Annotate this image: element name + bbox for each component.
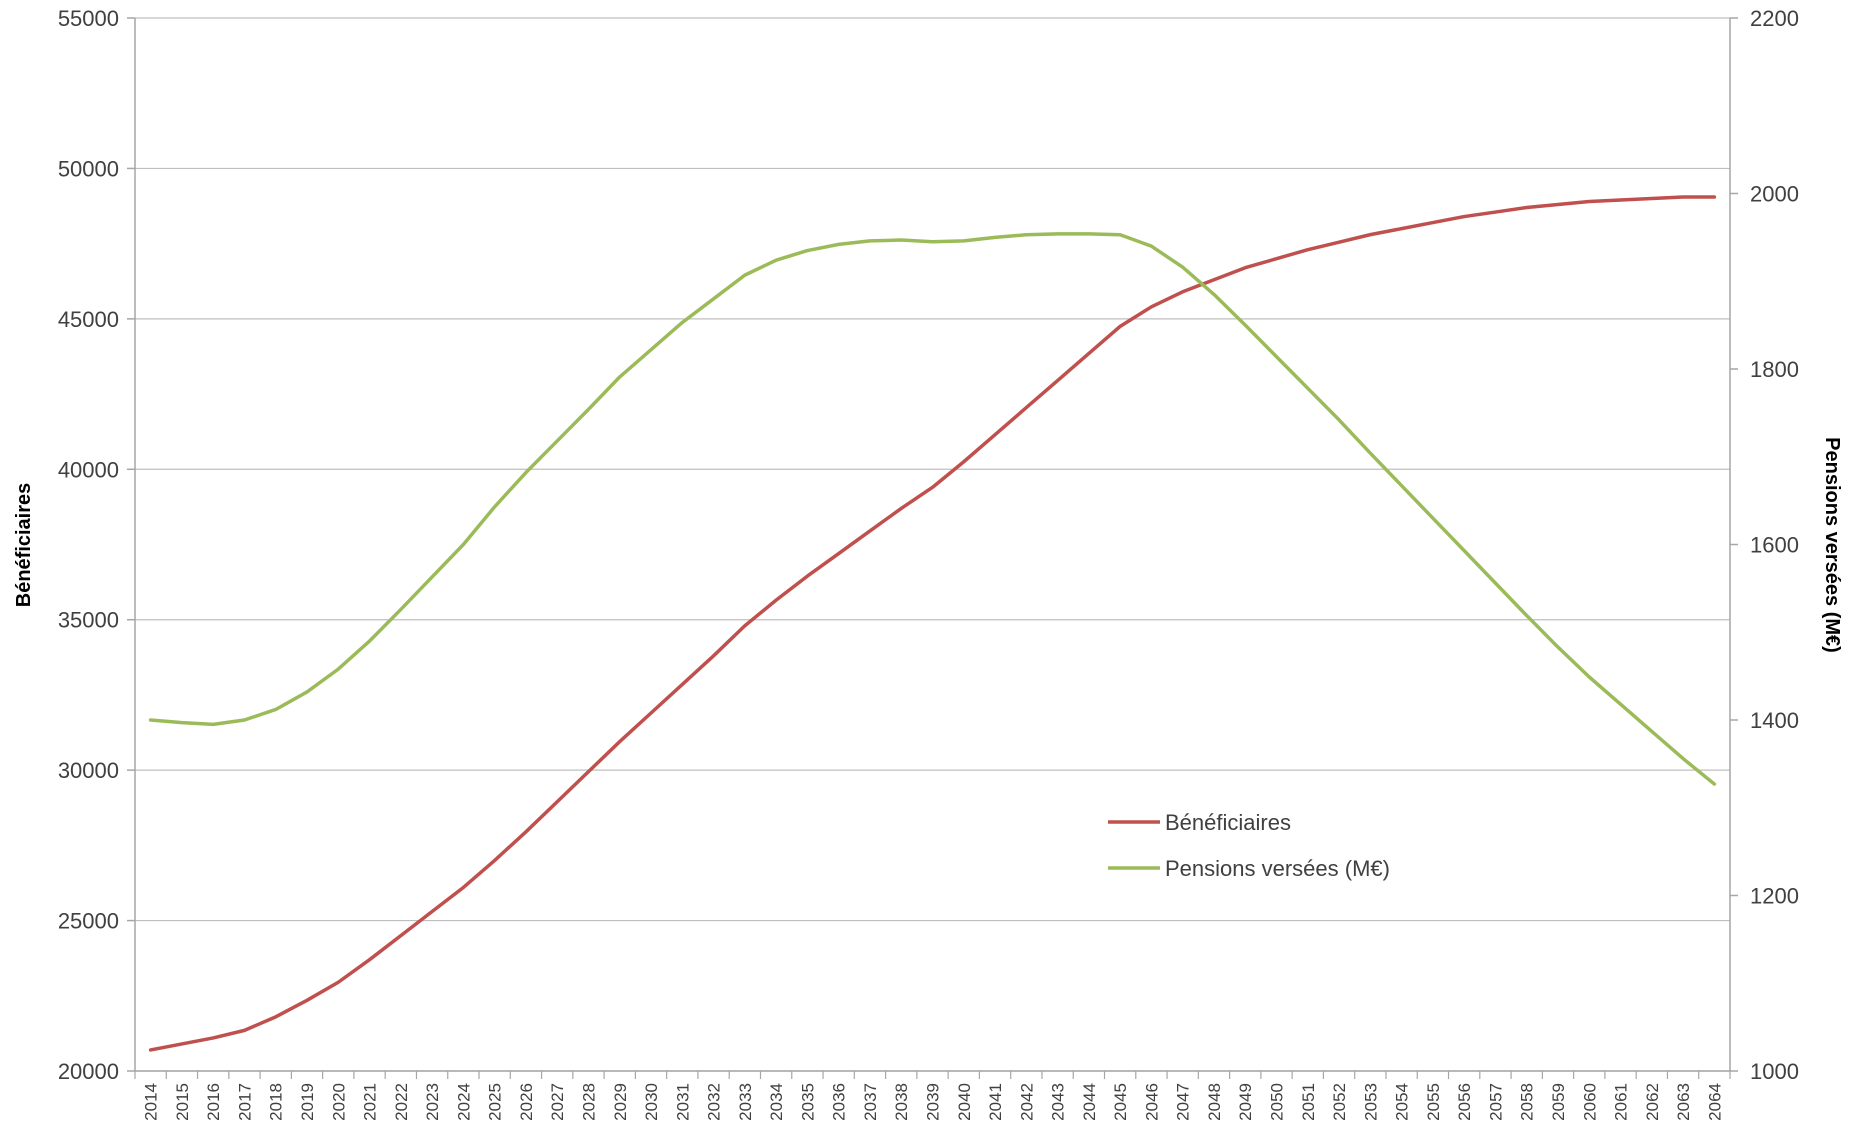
x-tick-label: 2053 [1361, 1083, 1380, 1121]
x-tick-label: 2039 [924, 1083, 943, 1121]
x-tick-label: 2052 [1330, 1083, 1349, 1121]
right-tick-label: 1200 [1750, 884, 1799, 909]
axes [134, 18, 1731, 1072]
right-tick-label: 2200 [1750, 6, 1799, 31]
x-axis-ticks: 2014 2015 2016 2017 2018 2019 2020 2021 2022 2023… [134, 1071, 1731, 1121]
right-axis-ticks: 1000 1200 1400 1600 1800 2000 2200 [1730, 6, 1799, 1084]
x-tick-label: 2017 [235, 1083, 254, 1121]
x-tick-label: 2056 [1455, 1083, 1474, 1121]
x-tick-label: 2045 [1111, 1083, 1130, 1121]
legend-label-beneficiaires: Bénéficiaires [1165, 810, 1291, 835]
right-tick-label: 2000 [1750, 182, 1799, 207]
x-tick-label: 2032 [705, 1083, 724, 1121]
x-tick-label: 2060 [1580, 1083, 1599, 1121]
x-tick-label: 2034 [767, 1083, 786, 1121]
x-tick-label: 2046 [1142, 1083, 1161, 1121]
left-tick-label: 30000 [58, 758, 119, 783]
x-tick-label: 2019 [298, 1083, 317, 1121]
x-tick-label: 2031 [673, 1083, 692, 1121]
x-tick-label: 2035 [798, 1083, 817, 1121]
series-line-pensions [148, 232, 1717, 786]
x-tick-label: 2054 [1393, 1083, 1412, 1121]
x-tick-label: 2047 [1174, 1083, 1193, 1121]
right-tick-label: 1600 [1750, 533, 1799, 558]
left-axis-ticks: 20000 25000 30000 35000 40000 45000 50000 55000 [58, 6, 135, 1084]
right-tick-label: 1400 [1750, 708, 1799, 733]
x-tick-label: 2040 [955, 1083, 974, 1121]
left-tick-label: 20000 [58, 1059, 119, 1084]
x-tick-label: 2030 [642, 1083, 661, 1121]
x-tick-label: 2048 [1205, 1083, 1224, 1121]
x-tick-label: 2050 [1268, 1083, 1287, 1121]
x-tick-label: 2055 [1424, 1083, 1443, 1121]
x-tick-label: 2022 [392, 1083, 411, 1121]
x-tick-label: 2061 [1612, 1083, 1631, 1121]
x-tick-label: 2041 [986, 1083, 1005, 1121]
x-tick-label: 2057 [1486, 1083, 1505, 1121]
x-tick-label: 2036 [830, 1083, 849, 1121]
x-tick-label: 2051 [1299, 1083, 1318, 1121]
x-tick-label: 2024 [454, 1083, 473, 1121]
x-tick-label: 2023 [423, 1083, 442, 1121]
x-tick-label: 2043 [1049, 1083, 1068, 1121]
x-tick-label: 2020 [329, 1083, 348, 1121]
left-tick-label: 40000 [58, 457, 119, 482]
right-tick-label: 1000 [1750, 1059, 1799, 1084]
x-tick-label: 2058 [1518, 1083, 1537, 1121]
x-tick-label: 2064 [1705, 1083, 1724, 1121]
series-line-beneficiaires [148, 195, 1717, 1052]
x-tick-label: 2033 [736, 1083, 755, 1121]
series-lines [148, 195, 1717, 1052]
right-axis-title: Pensions versées (M€) [1821, 437, 1843, 653]
x-tick-label: 2026 [517, 1083, 536, 1121]
x-tick-label: 2018 [267, 1083, 286, 1121]
legend: Bénéficiaires Pensions versées (M€) [1108, 810, 1390, 881]
x-tick-label: 2044 [1080, 1083, 1099, 1121]
x-tick-label: 2042 [1017, 1083, 1036, 1121]
left-tick-label: 50000 [58, 156, 119, 181]
right-tick-label: 1800 [1750, 357, 1799, 382]
x-tick-label: 2014 [142, 1083, 161, 1121]
left-tick-label: 25000 [58, 909, 119, 934]
x-tick-label: 2021 [361, 1083, 380, 1121]
x-tick-label: 2063 [1674, 1083, 1693, 1121]
x-tick-label: 2059 [1549, 1083, 1568, 1121]
x-tick-label: 2062 [1643, 1083, 1662, 1121]
x-tick-label: 2016 [204, 1083, 223, 1121]
x-tick-label: 2038 [892, 1083, 911, 1121]
x-tick-label: 2025 [486, 1083, 505, 1121]
x-tick-label: 2028 [579, 1083, 598, 1121]
gridlines [135, 17, 1730, 1072]
left-axis-title: Bénéficiaires [13, 483, 35, 608]
x-tick-label: 2029 [611, 1083, 630, 1121]
x-tick-label: 2049 [1236, 1083, 1255, 1121]
left-tick-label: 55000 [58, 6, 119, 31]
left-tick-label: 45000 [58, 307, 119, 332]
x-tick-label: 2015 [173, 1083, 192, 1121]
legend-label-pensions: Pensions versées (M€) [1165, 856, 1390, 881]
x-tick-label: 2027 [548, 1083, 567, 1121]
x-tick-label: 2037 [861, 1083, 880, 1121]
left-tick-label: 35000 [58, 608, 119, 633]
